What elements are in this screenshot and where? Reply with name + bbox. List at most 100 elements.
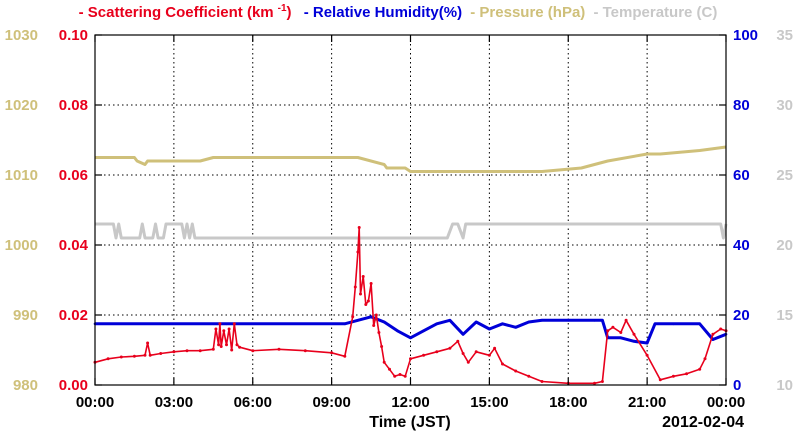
legend-scattering-suffix: ) (286, 4, 292, 21)
legend-scattering-sup: -1 (277, 3, 287, 14)
humidity-point (567, 319, 570, 322)
scattering-point (514, 369, 518, 373)
scattering-point (119, 355, 123, 359)
scattering-point (422, 353, 426, 357)
pressure-tick-label: 1000 (5, 237, 38, 254)
scattering-point (624, 318, 628, 322)
humidity-point (343, 322, 347, 326)
temperature-tick-label: 15 (776, 307, 793, 324)
scattering-point (235, 343, 239, 347)
x-tick-label: 21:00 (628, 394, 666, 411)
humidity-tick-label: 0 (733, 377, 741, 394)
scattering-point (487, 353, 491, 357)
scattering-point (217, 343, 221, 347)
legend-pressure: - Pressure (hPa) (470, 4, 586, 21)
humidity-point (488, 327, 491, 331)
humidity-point (435, 322, 439, 326)
scattering-point (593, 381, 596, 385)
humidity-tick-label: 100 (733, 27, 758, 44)
temperature-tick-label: 20 (776, 237, 793, 254)
scattering-point (435, 350, 439, 354)
pressure-tick-label: 1010 (5, 167, 38, 184)
scattering-point (219, 345, 223, 348)
legend: - Scattering Coefficient (km -1) - Relati… (0, 3, 800, 21)
scattering-point (198, 349, 202, 353)
scattering-point (698, 367, 702, 371)
scattering-point (132, 354, 136, 358)
pressure-tick-label: 980 (13, 377, 38, 394)
scattering-point (388, 367, 391, 371)
scattering-tick-label: 0.04 (59, 237, 89, 254)
scattering-point (185, 349, 189, 353)
scattering-point (343, 354, 347, 358)
tick-layer: 00:00 03:00 06:00 09:00 12:00 15:00 18:00 21:00… (5, 27, 793, 411)
pressure-tick-label: 990 (13, 307, 38, 324)
scattering-point (671, 374, 675, 378)
scattering-point (456, 339, 460, 343)
humidity-point (448, 319, 452, 322)
scattering-point (251, 349, 255, 353)
scattering-point (361, 275, 365, 278)
scattering-point (658, 378, 662, 382)
scattering-point (645, 353, 649, 357)
humidity-point (501, 322, 504, 326)
scattering-tick-label: 0.06 (59, 167, 88, 184)
scattering-point (277, 347, 281, 351)
humidity-point (540, 319, 544, 322)
legend-temperature: - Temperature (C) (593, 4, 718, 21)
temperature-tick-label: 35 (776, 27, 793, 44)
scattering-point (218, 322, 222, 326)
humidity-point (396, 329, 399, 333)
humidity-point (409, 336, 412, 340)
scattering-point (448, 346, 452, 350)
scattering-point (619, 331, 623, 334)
x-tick-label: 18:00 (549, 394, 587, 411)
humidity-point (225, 322, 228, 326)
scattering-point (632, 332, 636, 336)
humidity-point (698, 322, 701, 326)
scattering-point (527, 374, 531, 378)
date-label: 2012-02-04 (662, 414, 744, 431)
scattering-point (606, 329, 610, 333)
scattering-point (540, 380, 544, 383)
scattering-point (172, 350, 176, 354)
grid (95, 35, 726, 385)
temperature-tick-label: 30 (776, 97, 793, 114)
humidity-point (422, 329, 425, 333)
series-layer (93, 145, 728, 385)
scattering-point (359, 292, 362, 296)
humidity-point (382, 320, 386, 324)
scattering-point (211, 347, 215, 351)
scattering-point (372, 324, 376, 327)
humidity-point (601, 319, 604, 322)
x-tick-label: 00:00 (707, 394, 745, 411)
scattering-point (330, 351, 334, 355)
scattering-point (353, 285, 357, 289)
scattering-tick-label: 0.00 (59, 377, 88, 394)
scattering-point (366, 299, 370, 303)
series-line-relative-humidity (95, 315, 727, 345)
scattering-point (409, 357, 412, 361)
scattering-point (711, 332, 715, 336)
scattering-point (685, 372, 689, 376)
humidity-point (461, 333, 465, 336)
scattering-point (146, 341, 150, 345)
x-tick-label: 15:00 (470, 394, 508, 411)
scattering-point (493, 346, 497, 350)
humidity-point (653, 322, 657, 326)
pressure-tick-label: 1030 (5, 27, 38, 44)
humidity-point (527, 320, 531, 324)
humidity-point (632, 340, 636, 343)
scattering-point (225, 343, 228, 347)
scattering-point (461, 352, 465, 355)
scattering-point (143, 353, 147, 357)
x-tick-label: 06:00 (234, 394, 272, 411)
x-axis-label: Time (JST) (369, 414, 451, 431)
scattering-point (364, 303, 368, 306)
humidity-tick-label: 20 (733, 307, 750, 324)
humidity-point (514, 326, 517, 329)
scattering-point (393, 374, 397, 378)
scattering-point (474, 350, 478, 354)
pressure-tick-label: 1020 (5, 97, 38, 114)
